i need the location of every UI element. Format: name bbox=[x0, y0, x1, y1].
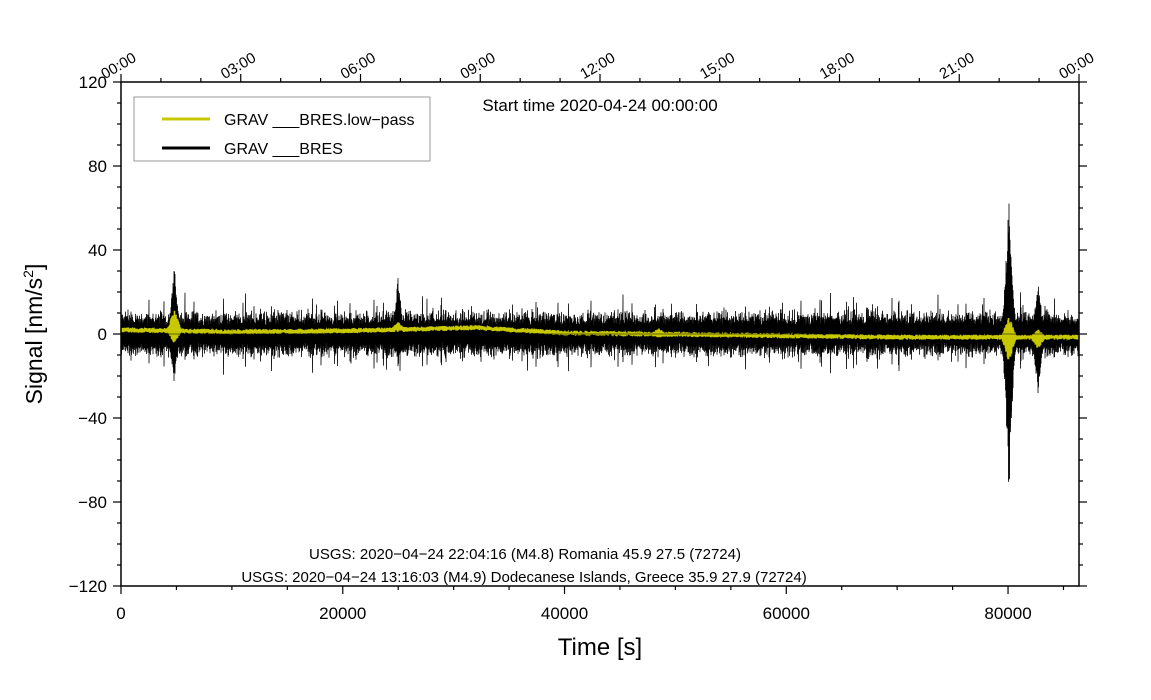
annotation-romania: USGS: 2020−04−24 22:04:16 (M4.8) Romania… bbox=[309, 546, 741, 563]
top-tick-label: 06:00 bbox=[338, 49, 379, 82]
y-tick-label: 40 bbox=[88, 241, 107, 260]
y-axis-label-close: ] bbox=[21, 264, 47, 270]
y-tick-label: 0 bbox=[98, 325, 107, 344]
top-tick-label: 21:00 bbox=[936, 49, 977, 82]
series-raw-signal bbox=[120, 203, 1080, 482]
y-tick-label: 120 bbox=[79, 73, 107, 92]
y-axis-label-superscript: 2 bbox=[20, 270, 36, 278]
top-tick-label: 15:00 bbox=[697, 49, 738, 82]
y-tick-label: 80 bbox=[88, 157, 107, 176]
y-tick-label: −120 bbox=[69, 577, 107, 596]
y-tick-label: −80 bbox=[78, 493, 107, 512]
top-tick-label: 03:00 bbox=[218, 49, 259, 82]
chart-title: Start time 2020-04-24 00:00:00 bbox=[482, 96, 717, 115]
legend-label-raw: GRAV ___BRES bbox=[224, 141, 343, 158]
top-time-axis: 00:00 03:00 06:00 09:00 12:00 15:00 18:00 21:00… bbox=[98, 49, 1097, 82]
y-axis-label-main: Signal [nm/s bbox=[21, 278, 47, 405]
x-axis: 0 20000 40000 60000 80000 bbox=[116, 586, 1065, 623]
legend-label-low-pass: GRAV ___BRES.low−pass bbox=[224, 112, 414, 129]
y-axis-label: Signal [nm/s2] bbox=[20, 264, 47, 405]
x-axis-label: Time [s] bbox=[558, 634, 642, 661]
top-tick-label: 09:00 bbox=[457, 49, 498, 82]
annotation-dodecanese: USGS: 2020−04−24 13:16:03 (M4.9) Dodecan… bbox=[241, 569, 806, 586]
x-tick-label: 40000 bbox=[541, 604, 588, 623]
plot-area bbox=[120, 81, 1080, 587]
top-tick-label: 12:00 bbox=[577, 49, 618, 82]
y-tick-label: −40 bbox=[78, 409, 107, 428]
x-tick-label: 60000 bbox=[763, 604, 810, 623]
top-tick-label: 00:00 bbox=[1056, 49, 1097, 82]
x-tick-label: 0 bbox=[116, 604, 125, 623]
top-tick-label: 18:00 bbox=[817, 49, 858, 82]
legend-box bbox=[133, 96, 431, 162]
y-axis: 120 80 40 0 −40 −80 −120 bbox=[69, 73, 1087, 596]
legend: GRAV ___BRES.low−pass GRAV ___BRES bbox=[133, 96, 431, 162]
x-tick-label: 80000 bbox=[984, 604, 1031, 623]
x-tick-label: 20000 bbox=[319, 604, 366, 623]
series-low-pass-signal bbox=[120, 310, 1080, 360]
